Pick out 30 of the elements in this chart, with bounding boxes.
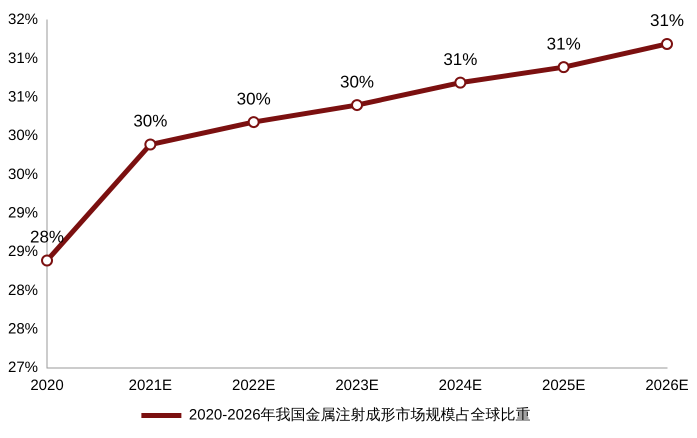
y-tick-label: 30% xyxy=(8,166,38,183)
data-label: 30% xyxy=(236,89,271,108)
point xyxy=(144,138,156,151)
y-tick-label: 29% xyxy=(8,204,38,222)
x-tick-label: 2023E xyxy=(335,377,379,394)
point xyxy=(558,61,570,74)
x-tick-label: 2020 xyxy=(30,377,64,394)
legend-label: 2020-2026年我国金属注射成形市场规模占全球比重 xyxy=(188,406,531,424)
data-label: 31% xyxy=(650,11,684,30)
y-tick-label: 28% xyxy=(8,282,38,299)
x-tick-label: 2021E xyxy=(128,377,172,394)
data-label: 30% xyxy=(133,112,168,131)
y-tick-label: 28% xyxy=(8,320,38,338)
y-tick-label: 31% xyxy=(8,50,38,67)
point xyxy=(248,116,260,128)
point xyxy=(454,76,466,89)
point xyxy=(661,38,673,50)
y-tick-label: 32% xyxy=(8,11,38,28)
point xyxy=(351,99,364,112)
y-tick-label: 31% xyxy=(8,88,38,106)
point xyxy=(41,254,54,267)
data-label: 31% xyxy=(546,34,581,54)
y-tick-label: 30% xyxy=(8,127,38,144)
data-label: 31% xyxy=(443,50,478,69)
x-tick-label: 2024E xyxy=(438,377,482,394)
x-tick-label: 2022E xyxy=(232,377,276,394)
x-tick-label: 2025E xyxy=(542,377,586,394)
x-tick-label: 2026E xyxy=(645,377,689,394)
data-label: 30% xyxy=(340,72,374,92)
y-tick-label: 27% xyxy=(8,359,38,376)
